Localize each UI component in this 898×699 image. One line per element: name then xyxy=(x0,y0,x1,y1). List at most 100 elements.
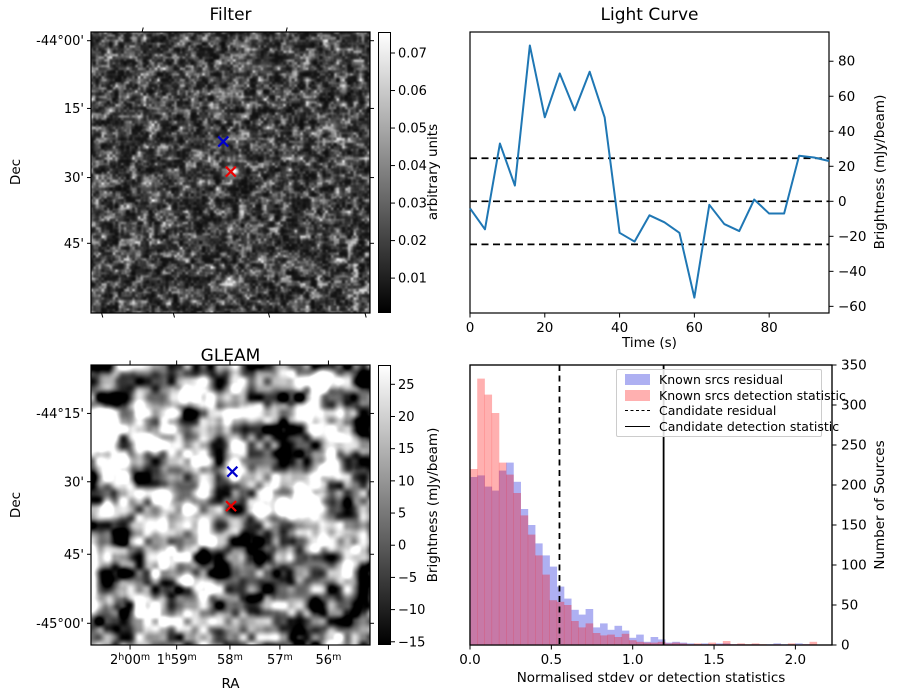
histogram-frame xyxy=(469,364,833,646)
candidate-x-marker xyxy=(225,500,237,512)
dec-tick-label: 45' xyxy=(64,237,84,252)
dec-tick-label: -44°15' xyxy=(36,407,84,422)
hist-bar-detstat xyxy=(477,378,485,645)
hist-bar-residual xyxy=(498,470,507,645)
hist-bar-residual xyxy=(672,641,680,645)
hist-bar-detstat xyxy=(563,605,572,645)
ra-tick xyxy=(101,312,104,318)
hist-bar-detstat xyxy=(708,642,717,645)
hist-bar-detstat xyxy=(621,633,630,645)
brightness-tick-label: 0 xyxy=(838,194,847,210)
gleam-colorbar-tick-label: 20 xyxy=(398,410,415,425)
light-curve-line xyxy=(469,44,830,299)
light-curve-title: Light Curve xyxy=(601,5,699,25)
gleam-colorbar-tick-label: −10 xyxy=(398,603,425,618)
histogram-legend: Known srcs residual Known srcs detection… xyxy=(616,369,846,437)
hist-bar-residual xyxy=(795,643,803,645)
hist-bar-detstat xyxy=(636,641,644,645)
brightness-tick-label: 80 xyxy=(838,54,855,70)
hist-bar-detstat xyxy=(542,574,550,645)
gleam-colorbar-tick-label: −5 xyxy=(398,571,417,586)
count-tick-label: 250 xyxy=(841,438,867,454)
brightness-tick-label: −20 xyxy=(838,229,867,245)
hist-bar-residual xyxy=(506,462,514,645)
gleam-colorbar xyxy=(378,365,391,645)
hist-bar-detstat xyxy=(607,634,615,645)
hist-bar-detstat xyxy=(498,462,507,645)
gleam-colorbar-tick-label: −15 xyxy=(398,635,425,650)
hist-bar-residual xyxy=(607,629,615,645)
filter-colorbar xyxy=(378,32,391,313)
dec-tick-label: 30' xyxy=(64,475,84,490)
hist-bar-residual xyxy=(600,623,608,645)
solid-line-sample xyxy=(625,425,650,427)
hist-bar-detstat xyxy=(585,623,594,645)
candidate-x-marker xyxy=(225,165,237,178)
hist-bar-residual xyxy=(657,639,666,645)
hist-bar-detstat xyxy=(600,635,608,645)
hist-bar-detstat xyxy=(578,627,586,645)
gleam-frame xyxy=(90,364,371,646)
known-source-x-marker xyxy=(226,465,239,478)
hist-bar-detstat xyxy=(693,643,702,645)
hist-bar-residual xyxy=(484,486,493,645)
light-curve-frame xyxy=(469,31,830,314)
hist-bar-residual xyxy=(556,586,565,645)
hist-bar-detstat xyxy=(672,642,680,645)
brightness-tick-label: 60 xyxy=(838,89,855,105)
time-tick-label: 20 xyxy=(536,320,553,336)
ra-tick xyxy=(172,312,175,318)
dec-tick-label: -44°00' xyxy=(36,34,84,49)
dec-tick-label: 30' xyxy=(64,171,84,186)
ra-tick xyxy=(141,27,144,33)
gleam-xlabel: RA xyxy=(221,676,240,692)
dashed-line-sample xyxy=(625,410,650,412)
dec-tick-label: 15' xyxy=(64,102,84,117)
known-source-x-marker xyxy=(217,135,230,148)
hist-bar-residual xyxy=(477,475,485,645)
hist-bar-residual xyxy=(701,643,709,645)
hist-bar-residual xyxy=(628,637,637,645)
hist-bar-residual xyxy=(614,625,623,645)
count-tick-label: 350 xyxy=(841,358,867,374)
stat-tick-label: 0.5 xyxy=(541,652,562,668)
gleam-ylabel: Dec xyxy=(8,492,24,518)
hist-bar-detstat xyxy=(614,637,623,645)
count-tick-label: 200 xyxy=(841,478,867,494)
hist-bar-detstat xyxy=(513,493,521,645)
hist-bar-detstat xyxy=(665,643,673,645)
hist-bar-detstat xyxy=(592,633,601,645)
filter-colorbar-tick-label: 0.01 xyxy=(398,272,427,287)
hist-bar-detstat xyxy=(628,640,637,645)
hist-bar-detstat xyxy=(484,394,493,645)
ra-tick-label: 2h​00m​ xyxy=(110,652,150,668)
filter-frame xyxy=(90,31,371,314)
filter-ylabel: Dec xyxy=(8,159,24,185)
hist-bar-residual xyxy=(549,566,558,645)
hist-bar-detstat xyxy=(643,642,651,645)
brightness-tick-label: 20 xyxy=(838,159,855,175)
hist-bar-detstat xyxy=(506,474,514,645)
histogram-xlabel: Normalised stdev or detection statistics xyxy=(517,670,786,686)
stat-tick-label: 2.0 xyxy=(785,652,806,668)
hist-bar-residual xyxy=(650,637,659,645)
light-curve-xlabel: Time (s) xyxy=(621,335,677,351)
count-tick-label: 100 xyxy=(841,558,867,574)
hist-bar-residual xyxy=(527,525,536,645)
ra-tick xyxy=(267,312,271,318)
brightness-tick-label: 40 xyxy=(838,124,855,140)
hist-bar-residual xyxy=(470,477,478,645)
hist-bar-residual xyxy=(643,641,651,645)
stat-tick-label: 0.0 xyxy=(459,652,480,668)
filter-title: Filter xyxy=(209,5,251,25)
pink-histogram-swatch xyxy=(625,389,650,401)
hist-bar-residual xyxy=(513,481,521,645)
hist-bar-residual xyxy=(665,642,673,645)
hist-bar-residual xyxy=(592,627,601,645)
hist-bar-residual xyxy=(773,643,782,645)
hist-bar-detstat xyxy=(737,643,745,645)
hist-bar-residual xyxy=(722,643,731,645)
hist-bar-residual xyxy=(679,642,688,645)
histogram-ylabel: Number of Sources xyxy=(872,440,888,569)
